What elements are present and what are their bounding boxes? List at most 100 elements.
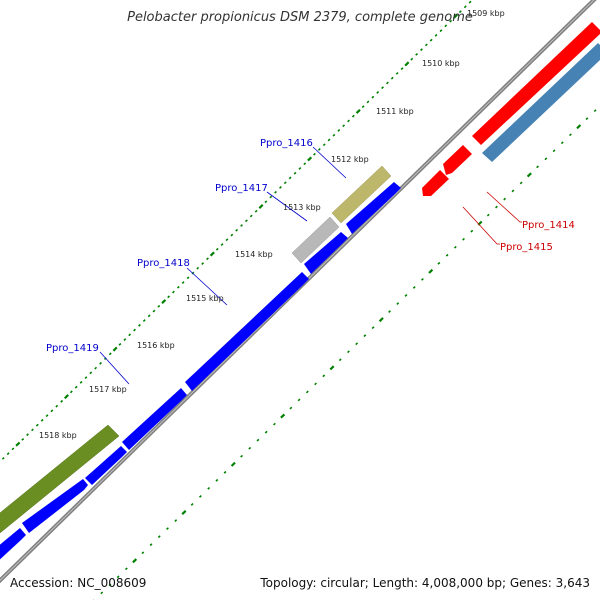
reverse-strand-track: [422, 22, 600, 196]
minor-tick: [215, 478, 219, 482]
gene-label-ppro-1416[interactable]: Ppro_1416: [260, 138, 313, 149]
outer-tick-track: [1, 0, 472, 460]
minor-tick: [157, 535, 161, 539]
gene-ppro-1414-forward-cds[interactable]: [346, 182, 401, 234]
minor-tick: [273, 422, 276, 426]
gene-ppro-1419-feature[interactable]: [0, 424, 120, 534]
gene-label-ppro-1414[interactable]: Ppro_1414: [522, 220, 575, 231]
minor-tick: [366, 100, 370, 104]
minor-tick: [274, 190, 277, 194]
kbp-label-1509: 1509 kbp: [467, 9, 505, 18]
minor-tick: [338, 358, 342, 362]
gene-labels: Ppro_1416 Ppro_1417 Ppro_1418 Ppro_1419 …: [46, 138, 575, 354]
gene-label-ppro-1417[interactable]: Ppro_1417: [215, 183, 268, 194]
minor-tick: [60, 399, 64, 403]
minor-tick: [138, 323, 141, 327]
minor-tick: [361, 105, 365, 109]
minor-tick: [244, 219, 248, 223]
minor-tick: [486, 213, 490, 217]
minor-tick: [133, 328, 136, 332]
minor-tick: [123, 338, 127, 341]
kbp-label-1511: 1511 kbp: [376, 107, 414, 116]
minor-tick: [167, 295, 171, 299]
minor-tick: [371, 95, 375, 99]
minor-tick: [118, 342, 122, 346]
minor-tick: [337, 129, 341, 132]
minor-tick: [198, 495, 202, 498]
minor-tick: [503, 197, 507, 201]
major-tick: [230, 461, 236, 467]
minor-tick: [585, 117, 589, 121]
minor-tick: [347, 119, 350, 123]
minor-tick: [240, 454, 243, 458]
gene-label-ppro-1419[interactable]: Ppro_1419: [46, 343, 99, 354]
minor-tick: [100, 591, 104, 595]
minor-tick: [342, 124, 346, 128]
gene-ppro-1420-forward-cds[interactable]: [22, 479, 88, 533]
gene-ppro-1415-reverse-cds[interactable]: [443, 145, 472, 175]
minor-tick: [141, 551, 145, 555]
major-tick: [112, 346, 118, 352]
minor-tick: [264, 200, 268, 204]
minor-tick: [453, 245, 457, 249]
major-tick: [404, 61, 410, 67]
minor-tick: [314, 382, 317, 386]
minor-tick: [470, 229, 474, 233]
minor-tick: [434, 33, 438, 37]
minor-tick: [445, 253, 449, 257]
gene-ppro-1417-forward-cds[interactable]: [304, 232, 348, 274]
minor-tick: [552, 149, 556, 153]
minor-tick: [149, 543, 153, 547]
gene-label-ppro-1415[interactable]: Ppro_1415: [500, 242, 553, 253]
minor-tick: [593, 109, 597, 112]
major-tick: [280, 413, 286, 419]
major-tick: [307, 156, 313, 162]
leader-ppro-1414: [486, 191, 522, 223]
kbp-label-1516: 1516 kbp: [137, 341, 175, 350]
minor-tick: [347, 350, 350, 354]
major-tick: [329, 365, 335, 371]
major-tick: [576, 124, 582, 130]
minor-tick: [50, 409, 54, 413]
minor-tick: [400, 67, 404, 71]
minor-tick: [186, 276, 190, 280]
minor-tick: [544, 157, 548, 161]
minor-tick: [283, 181, 287, 185]
major-tick: [64, 394, 69, 400]
major-tick: [181, 510, 187, 515]
minor-tick: [449, 19, 453, 23]
gene-ppro-1414-reverse-cds[interactable]: [472, 22, 600, 145]
minor-tick: [40, 418, 44, 422]
gene-ppro-1419-b-forward-cds[interactable]: [85, 446, 127, 485]
minor-tick: [235, 228, 239, 232]
gene-ppro-1413-reverse-cds[interactable]: [422, 170, 449, 196]
gene-label-ppro-1418[interactable]: Ppro_1418: [137, 258, 190, 269]
minor-tick: [279, 186, 282, 189]
gene-ppro-1416-feature[interactable]: [331, 165, 392, 224]
major-tick: [453, 13, 458, 19]
kbp-label-1510: 1510 kbp: [422, 59, 460, 68]
gene-ppro-1417-feature[interactable]: [291, 216, 340, 264]
minor-tick: [1, 457, 5, 460]
minor-tick: [495, 205, 498, 209]
minor-tick: [381, 86, 384, 90]
forward-strand-track: [0, 182, 401, 563]
leader-ppro-1416: [312, 146, 347, 179]
minor-tick: [166, 527, 169, 530]
minor-tick: [463, 5, 467, 9]
minor-tick: [196, 266, 200, 270]
minor-tick: [289, 406, 293, 410]
minor-tick: [298, 167, 302, 170]
gene-ppro-1419-a-forward-cds[interactable]: [122, 388, 187, 450]
minor-tick: [429, 38, 433, 42]
minor-tick: [511, 189, 515, 193]
minor-tick: [355, 342, 359, 346]
minor-tick: [157, 304, 161, 308]
rna-feature[interactable]: [482, 43, 600, 162]
gene-ppro-1421-forward-cds[interactable]: [0, 528, 26, 563]
gene-ppro-1418-forward-cds[interactable]: [185, 272, 309, 391]
minor-tick: [124, 567, 128, 571]
